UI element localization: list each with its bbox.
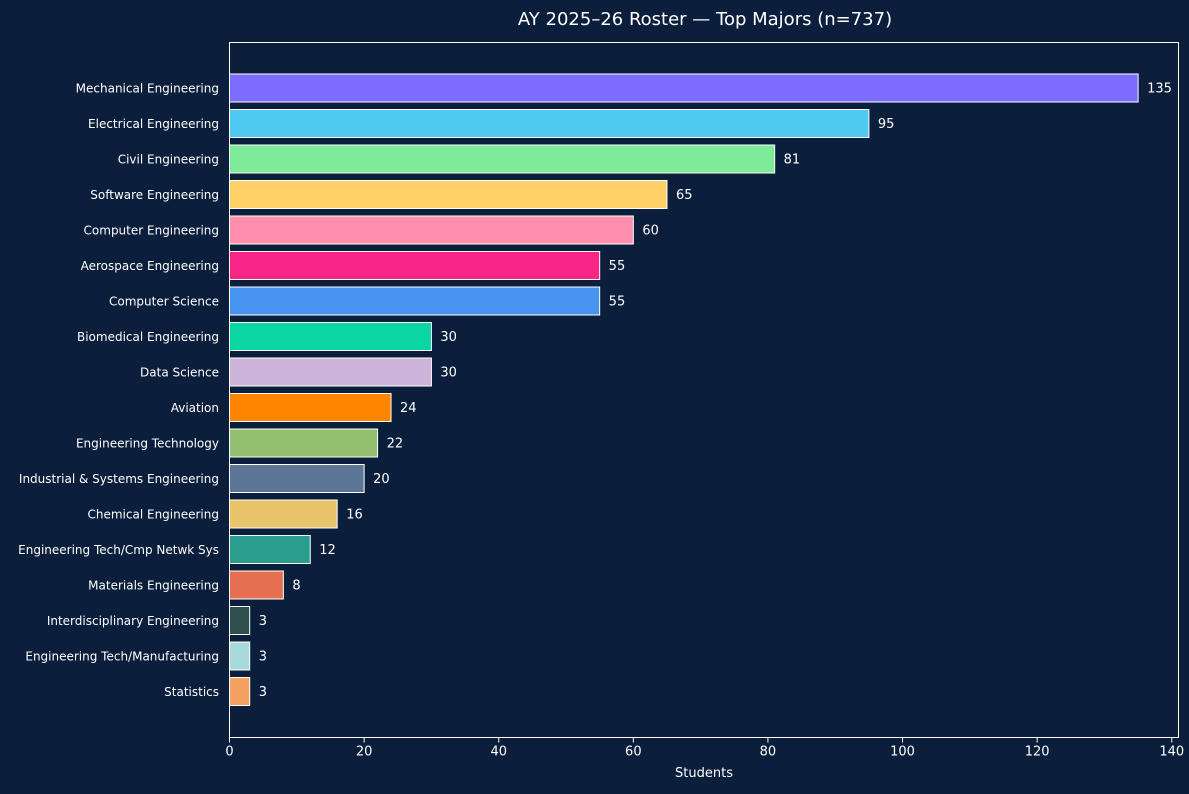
category-label: Biomedical Engineering — [77, 330, 219, 344]
bar — [229, 144, 776, 174]
category-label: Statistics — [164, 685, 219, 699]
value-label: 24 — [400, 401, 417, 416]
bar — [229, 677, 251, 706]
value-label: 65 — [676, 188, 693, 203]
category-label: Electrical Engineering — [88, 117, 219, 131]
bar — [229, 286, 601, 316]
bar — [229, 464, 365, 493]
bar — [229, 606, 251, 635]
value-label: 95 — [878, 117, 895, 132]
chart-title: AY 2025–26 Roster — Top Majors (n=737) — [518, 9, 892, 30]
category-label: Aerospace Engineering — [81, 259, 219, 273]
value-label: 3 — [259, 614, 267, 629]
x-axis: 0 20 40 60 80 100 120 140 — [225, 737, 1184, 760]
bar — [229, 641, 251, 671]
x-axis-label: Students — [675, 766, 733, 781]
x-tick-label: 80 — [760, 745, 777, 760]
value-label: 55 — [609, 295, 626, 310]
category-label: Aviation — [171, 401, 219, 415]
value-label: 16 — [346, 508, 363, 523]
bar — [229, 357, 432, 387]
value-label: 81 — [784, 153, 801, 168]
value-label: 30 — [440, 366, 457, 381]
category-label: Civil Engineering — [118, 153, 219, 167]
bar — [229, 570, 284, 600]
x-tick-label: 20 — [356, 745, 373, 760]
bar — [229, 109, 870, 138]
value-label: 12 — [319, 543, 336, 558]
bar — [229, 251, 601, 280]
value-label: 30 — [440, 330, 457, 345]
value-label: 22 — [387, 437, 404, 452]
value-label: 55 — [609, 259, 626, 274]
value-label: 3 — [259, 685, 267, 700]
category-label: Interdisciplinary Engineering — [47, 614, 219, 628]
bars-group — [229, 73, 1139, 706]
bar — [229, 499, 338, 529]
x-tick-label: 120 — [1025, 745, 1050, 760]
category-label: Engineering Technology — [76, 437, 219, 451]
category-label: Engineering Tech/Manufacturing — [25, 650, 219, 664]
value-labels-group: 135 95 81 65 60 55 55 30 30 24 22 20 16 12 8 3 3 3 — [259, 82, 1172, 701]
x-tick-label: 0 — [225, 745, 233, 760]
x-tick-label: 40 — [490, 745, 507, 760]
category-label: Chemical Engineering — [88, 508, 220, 522]
category-label: Engineering Tech/Cmp Netwk Sys — [18, 543, 219, 557]
bar — [229, 180, 668, 209]
x-tick-label: 60 — [625, 745, 642, 760]
bar — [229, 322, 432, 351]
category-label: Software Engineering — [90, 188, 219, 202]
category-label: Industrial & Systems Engineering — [19, 472, 219, 486]
category-labels-group: Mechanical Engineering Electrical Enginee… — [18, 82, 219, 700]
category-label: Computer Science — [109, 295, 219, 309]
bar — [229, 535, 311, 564]
value-label: 8 — [292, 579, 300, 594]
bar — [229, 73, 1139, 103]
bar — [229, 393, 392, 422]
category-label: Mechanical Engineering — [76, 82, 219, 96]
x-tick-label: 140 — [1159, 745, 1184, 760]
value-label: 60 — [642, 224, 659, 239]
category-label: Materials Engineering — [88, 579, 219, 593]
x-tick-label: 100 — [890, 745, 915, 760]
bar — [229, 215, 634, 245]
bar — [229, 428, 379, 458]
value-label: 20 — [373, 472, 390, 487]
value-label: 3 — [259, 650, 267, 665]
plot-area-frame — [229, 42, 1179, 738]
category-label: Computer Engineering — [84, 224, 219, 238]
category-label: Data Science — [140, 366, 219, 380]
value-label: 135 — [1147, 82, 1172, 97]
